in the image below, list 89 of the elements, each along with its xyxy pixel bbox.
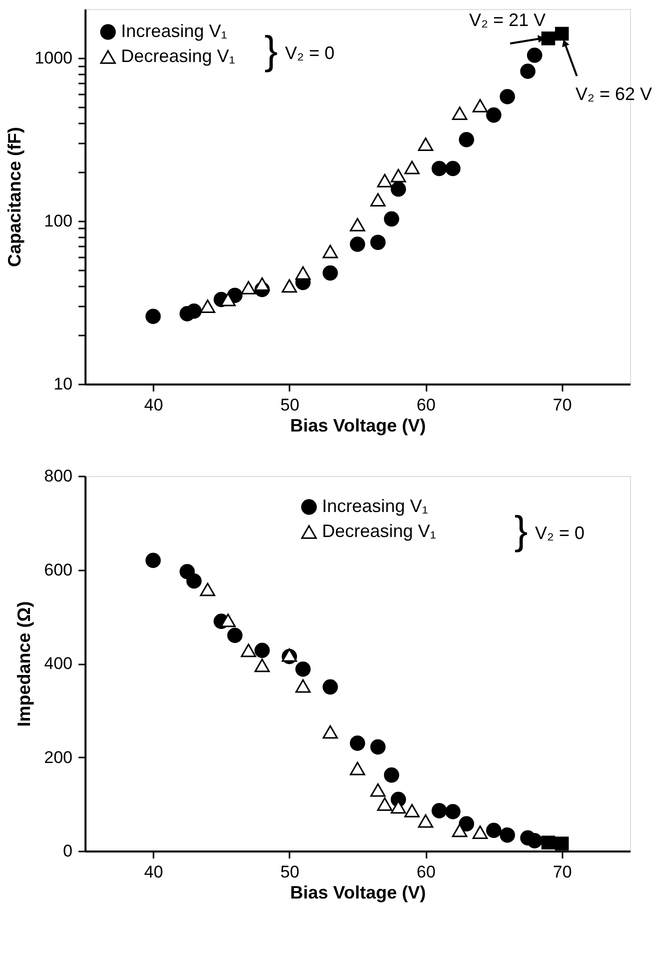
x-axis-title: Bias Voltage (V) xyxy=(290,416,426,436)
point xyxy=(350,762,366,776)
annotation: } xyxy=(264,29,278,73)
point xyxy=(541,836,556,850)
point xyxy=(295,661,311,677)
annotation: V₂ = 0 xyxy=(535,523,585,543)
point xyxy=(390,168,406,182)
point xyxy=(384,211,400,227)
point xyxy=(472,826,488,839)
point xyxy=(322,725,338,739)
x-axis-title: Bias Voltage (V) xyxy=(290,882,426,902)
x-tick-label: 50 xyxy=(280,862,300,882)
point xyxy=(370,193,386,207)
annotation: V₂ = 0 xyxy=(285,43,335,63)
point xyxy=(254,277,270,291)
point xyxy=(418,138,434,151)
point xyxy=(240,644,256,658)
point xyxy=(554,836,569,850)
point xyxy=(186,304,202,319)
point xyxy=(554,26,569,41)
point xyxy=(145,308,161,324)
point xyxy=(200,300,216,313)
point xyxy=(452,824,468,838)
point xyxy=(322,679,338,695)
y-tick-label: 100 xyxy=(44,212,72,231)
point xyxy=(452,106,468,120)
point xyxy=(404,804,420,818)
point xyxy=(432,160,447,176)
point xyxy=(145,552,161,568)
point xyxy=(404,160,420,174)
point xyxy=(500,827,516,843)
x-tick-label: 50 xyxy=(280,396,300,414)
y-tick-label: 10 xyxy=(54,374,72,394)
annotation: } xyxy=(514,509,528,553)
point xyxy=(370,783,386,797)
point xyxy=(186,573,202,589)
annotation: V₂ = 21 V xyxy=(469,10,546,30)
y-axis-title: Impedance (Ω) xyxy=(14,601,34,727)
point xyxy=(520,64,536,79)
x-tick-label: 40 xyxy=(144,396,164,414)
legend-label: Decreasing V₁ xyxy=(322,521,436,541)
point xyxy=(486,822,502,838)
point xyxy=(384,767,400,783)
point xyxy=(458,816,474,832)
point xyxy=(390,181,406,197)
point xyxy=(432,803,447,818)
point xyxy=(370,739,386,755)
point xyxy=(322,244,338,258)
point xyxy=(295,266,311,280)
point xyxy=(282,279,298,293)
point xyxy=(458,132,474,148)
legend-label: Decreasing V₁ xyxy=(121,46,236,66)
y-tick-label: 400 xyxy=(44,654,72,673)
point xyxy=(526,833,542,848)
point xyxy=(377,174,392,188)
point xyxy=(322,265,338,281)
point xyxy=(377,797,392,811)
point xyxy=(254,658,270,672)
point xyxy=(500,88,516,104)
point xyxy=(350,736,366,751)
y-tick-label: 1000 xyxy=(34,48,72,68)
point xyxy=(254,642,270,658)
x-tick-label: 70 xyxy=(552,862,572,882)
point xyxy=(227,628,243,644)
point xyxy=(541,32,556,46)
x-tick-label: 60 xyxy=(416,396,436,414)
point xyxy=(526,48,542,63)
point xyxy=(370,234,386,250)
x-tick-label: 60 xyxy=(416,862,436,882)
x-tick-label: 70 xyxy=(552,396,572,414)
y-axis-title: Capacitance (fF) xyxy=(4,126,25,268)
point xyxy=(445,804,461,820)
point xyxy=(350,218,366,232)
point xyxy=(486,107,502,123)
point xyxy=(240,280,256,294)
point xyxy=(445,160,461,176)
annotation: V₂ = 62 V xyxy=(576,84,652,104)
legend-label: Increasing V₁ xyxy=(121,21,228,41)
point xyxy=(200,582,216,596)
point xyxy=(418,814,434,828)
legend-label: Increasing V₁ xyxy=(322,496,428,516)
y-tick-label: 800 xyxy=(44,466,72,486)
y-tick-label: 600 xyxy=(44,560,72,580)
x-tick-label: 40 xyxy=(144,862,164,882)
y-tick-label: 0 xyxy=(63,842,72,860)
point xyxy=(295,679,311,693)
y-tick-label: 200 xyxy=(44,748,72,767)
point xyxy=(350,236,366,252)
point xyxy=(472,98,488,112)
